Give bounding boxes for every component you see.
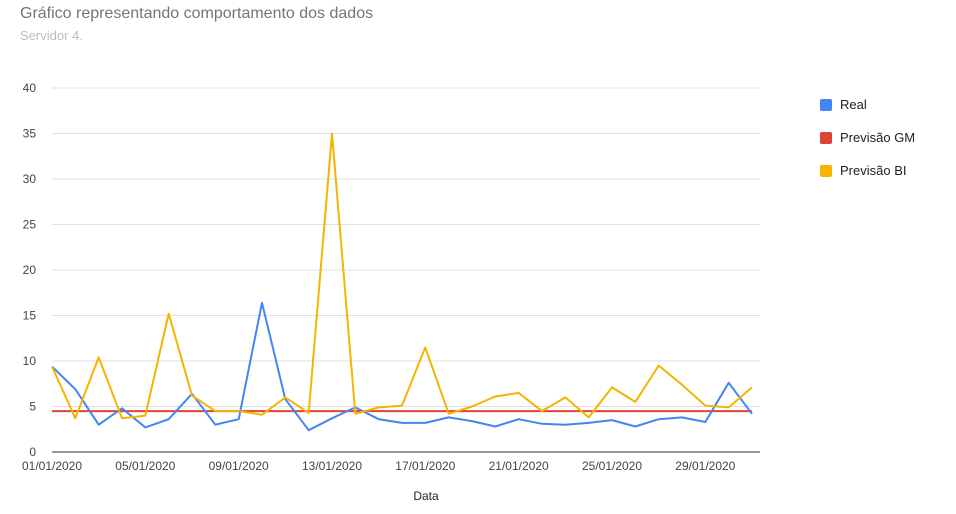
x-tick-label: 05/01/2020 (115, 459, 175, 473)
x-axis-title: Data (413, 489, 439, 503)
legend-item[interactable]: Previsão GM (820, 121, 915, 154)
y-tick-label: 20 (23, 263, 37, 277)
series-line-previs-o-bi[interactable] (51, 132, 753, 420)
y-tick-label: 30 (23, 172, 37, 186)
chart-title: Gráfico representando comportamento dos … (20, 5, 374, 22)
legend-label: Real (840, 97, 867, 112)
x-tick-label: 17/01/2020 (395, 459, 455, 473)
x-tick-label: 29/01/2020 (675, 459, 735, 473)
y-tick-label: 40 (23, 81, 37, 95)
legend-item[interactable]: Previsão BI (820, 154, 915, 187)
x-tick-label: 01/01/2020 (22, 459, 82, 473)
series-line-real[interactable] (51, 301, 753, 432)
legend-swatch (820, 164, 832, 177)
y-tick-label: 25 (23, 218, 37, 232)
legend-label: Previsão BI (840, 163, 907, 178)
legend-swatch (820, 98, 832, 111)
chart-legend: Real Previsão GM Previsão BI (820, 88, 915, 187)
y-tick-label: 10 (23, 354, 37, 368)
y-tick-label: 5 (29, 400, 36, 414)
legend-item[interactable]: Real (820, 88, 915, 121)
legend-swatch (820, 131, 832, 144)
y-tick-label: 15 (23, 309, 37, 323)
x-tick-label: 25/01/2020 (582, 459, 642, 473)
chart-subtitle: Servidor 4. (20, 28, 83, 43)
legend-label: Previsão GM (840, 130, 916, 145)
y-tick-label: 35 (23, 127, 37, 141)
y-tick-label: 0 (29, 445, 36, 459)
x-tick-label: 13/01/2020 (302, 459, 362, 473)
x-tick-label: 09/01/2020 (209, 459, 269, 473)
x-tick-label: 21/01/2020 (489, 459, 549, 473)
